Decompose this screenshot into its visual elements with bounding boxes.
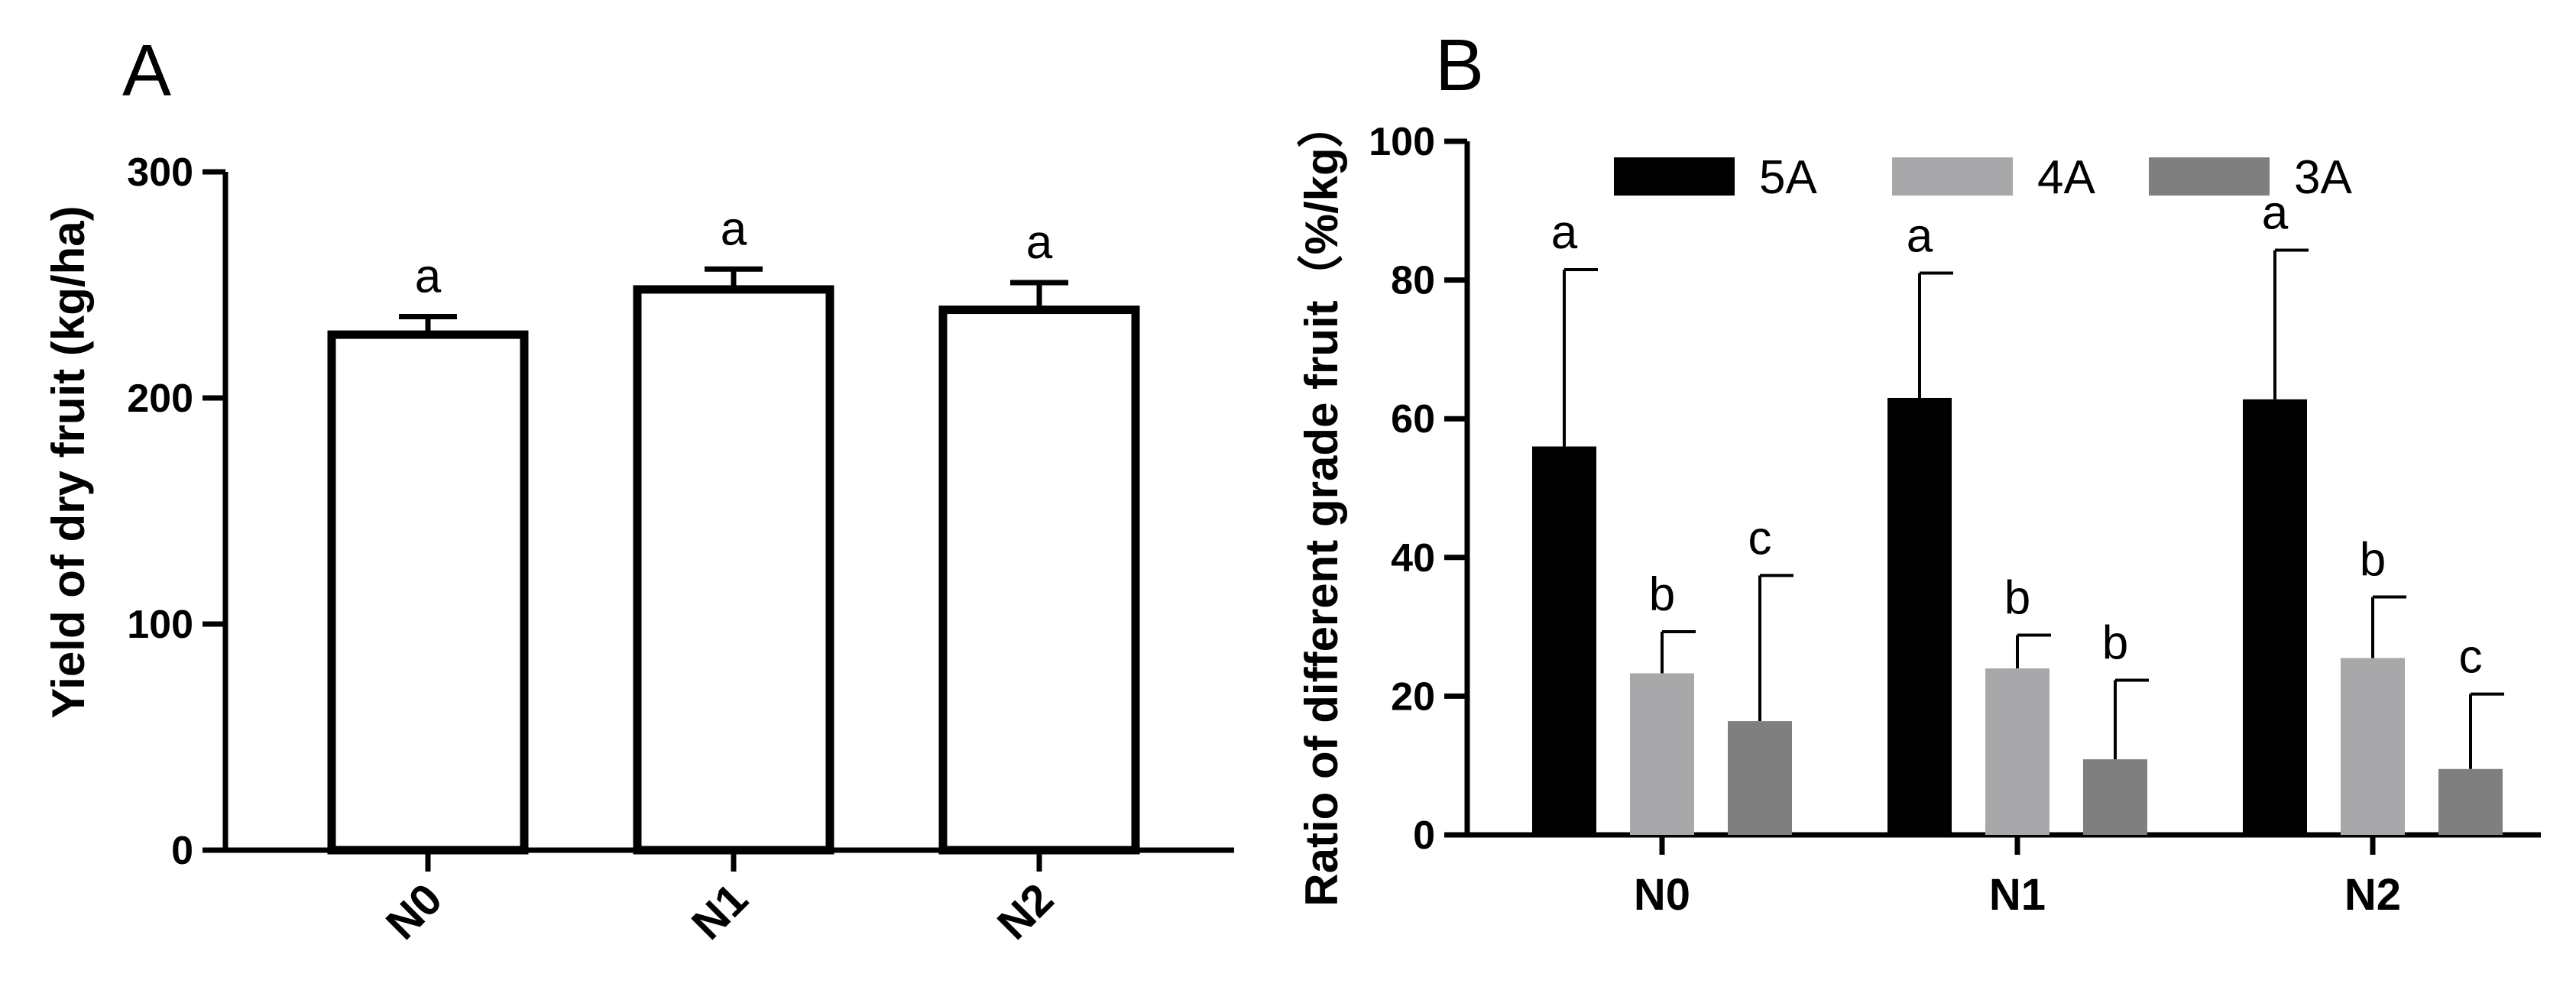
panel-b-significance-label: c	[1748, 512, 1772, 564]
panel-b-y-tick-label: 0	[1413, 813, 1435, 858]
panel-a-chart: A Yield of dry fruit (kg/ha) 0 100 200 300 a…	[43, 30, 1234, 949]
panel-b-significance-label: b	[2102, 617, 2128, 670]
panel-b-bar-3a	[2083, 759, 2147, 835]
panel-b-significance-label: b	[2004, 571, 2030, 624]
panel-b-x-tick-label: N1	[1989, 870, 2046, 920]
panel-b-bar-3a	[1728, 721, 1792, 835]
panel-b-y-tick-label: 20	[1391, 674, 1435, 719]
panel-b-significance-label: b	[2360, 534, 2386, 587]
panel-a-y-tick-label: 200	[127, 377, 193, 421]
panel-b-bar-5a	[1532, 446, 1596, 835]
panel-b-x-tick-label: N2	[2344, 870, 2401, 920]
panel-b-y-tick-label: 60	[1391, 397, 1435, 442]
panel-b-bar-4a	[2341, 658, 2405, 835]
panel-a-y-tick-label: 0	[171, 829, 193, 873]
panel-b-y-tick-label: 40	[1391, 536, 1435, 581]
panel-b-bar-5a	[2243, 399, 2307, 835]
panel-b-significance-label: a	[1907, 210, 1933, 263]
panel-b-y-axis-label: Ratio of different grade fruit（%/kg）	[1296, 102, 1347, 906]
panel-b-y-tick-label: 80	[1391, 259, 1435, 303]
panel-a-x-tick-label: N1	[682, 874, 757, 949]
panel-b-bar-4a	[1985, 668, 2049, 835]
panel-a-significance-label: a	[415, 250, 442, 302]
panel-b-bar-5a	[1887, 397, 1952, 835]
panel-a-x-tick-label: N2	[988, 874, 1063, 949]
panel-a-letter: A	[122, 30, 171, 112]
panel-b-legend-label: 3A	[2294, 151, 2352, 204]
panel-b-legend-swatch-4a	[1892, 157, 2013, 196]
panel-a-bar	[633, 285, 834, 855]
panel-a-y-tick-label: 100	[127, 603, 193, 647]
panel-a-bar	[327, 330, 529, 855]
panel-a-bar	[938, 306, 1140, 855]
panel-b-legend-swatch-3a	[2149, 157, 2270, 196]
panel-b-legend-swatch-5a	[1614, 157, 1735, 196]
panel-b-significance-label: a	[2262, 187, 2289, 240]
panel-b-letter: B	[1435, 24, 1484, 106]
panel-a-x-tick-label: N0	[377, 874, 452, 949]
panel-b-chart: B Ratio of different grade fruit（%/kg） 0…	[1296, 24, 2541, 920]
panel-b-significance-label: b	[1649, 568, 1675, 621]
panel-a-significance-label: a	[721, 202, 747, 255]
panel-b-significance-label: c	[2459, 631, 2483, 684]
panel-b-legend-label: 4A	[2037, 151, 2095, 204]
panel-b-x-tick-label: N0	[1634, 870, 1690, 920]
panel-a-significance-label: a	[1026, 216, 1053, 269]
panel-b-y-tick-label: 100	[1369, 120, 1435, 164]
panel-a-y-tick-label: 300	[127, 150, 193, 195]
panel-b-significance-label: a	[1551, 206, 1578, 259]
panel-b-legend-label: 5A	[1759, 151, 1817, 204]
panel-b-bar-3a	[2438, 768, 2503, 835]
panel-a-y-axis-label: Yield of dry fruit (kg/ha)	[43, 205, 94, 718]
panel-b-bar-4a	[1630, 673, 1694, 835]
